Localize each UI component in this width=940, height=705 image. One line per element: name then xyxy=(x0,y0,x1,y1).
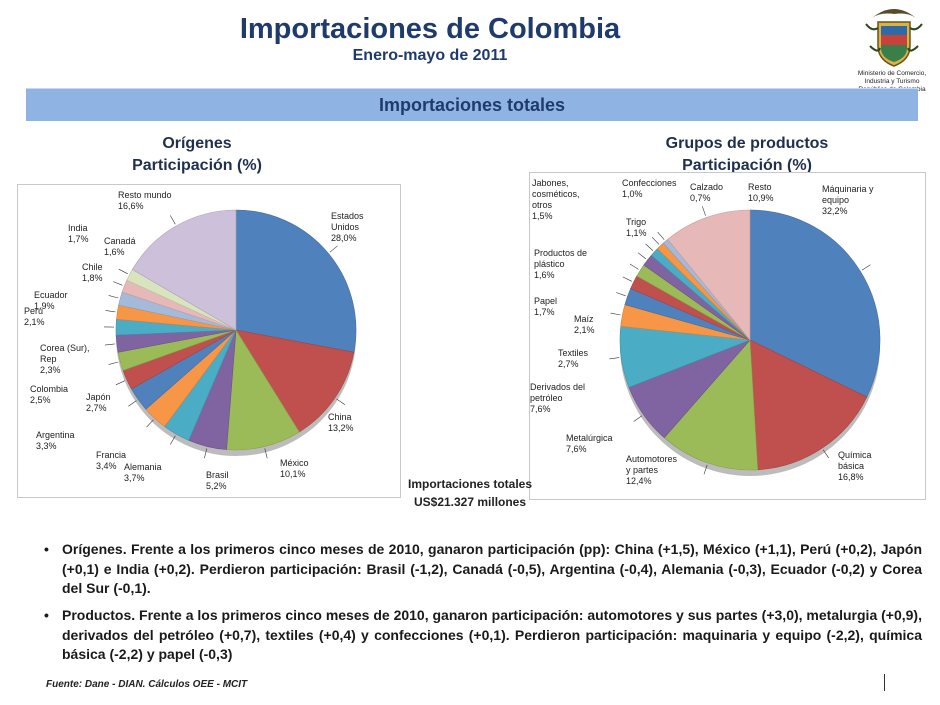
bullet-dot: • xyxy=(44,607,49,623)
producto-label-trigo: Trigo 1,1% xyxy=(626,217,647,238)
pie1-title: Orígenes Participación (%) xyxy=(97,133,297,177)
producto-leader-confecciones xyxy=(651,236,660,245)
origen-leader-estados-unidos xyxy=(329,245,338,253)
pie2-title-line1: Grupos de productos xyxy=(665,135,829,152)
producto-leader-calzado xyxy=(657,231,665,240)
source-note: Fuente: Dane - DIAN. Cálculos OEE - MCIT xyxy=(46,679,248,690)
origen-label-chile: Chile 1,8% xyxy=(82,262,103,283)
origen-slice-estados-unidos xyxy=(235,209,357,353)
total-label: Importaciones totales xyxy=(407,477,533,491)
origen-leader-canada xyxy=(118,268,128,275)
producto-leader-quimica-basica xyxy=(822,449,830,459)
origen-leader-china xyxy=(336,398,346,405)
origen-slice-mexico xyxy=(226,329,300,451)
pie1-title-line1: Orígenes xyxy=(162,135,232,152)
origen-leader-resto-mundo xyxy=(170,215,176,225)
pie1-title-line2: Participación (%) xyxy=(132,157,262,174)
ministry-line-2: Industria y Turismo xyxy=(864,78,920,85)
origen-label-india: India 1,7% xyxy=(68,223,89,244)
producto-slice-quimica-basica xyxy=(749,339,868,471)
producto-slice-resto xyxy=(667,209,751,341)
page-title: Importaciones de Colombia xyxy=(239,13,621,45)
page-subtitle: Enero-mayo de 2011 xyxy=(352,47,508,64)
producto-leader-productos-de-plastico xyxy=(629,263,639,270)
coat-of-arms-logo xyxy=(865,9,923,67)
bullet-origins-text: Orígenes. Frente a los primeros cinco me… xyxy=(62,541,922,596)
section-bar-label: Importaciones totales xyxy=(378,95,566,115)
producto-leader-metalurgica xyxy=(633,415,643,422)
producto-leader-resto xyxy=(702,206,706,216)
producto-leader-derivados-del-petroleo xyxy=(609,357,620,360)
producto-slice-automotores-y-partes xyxy=(663,339,759,471)
bullet-origins: • Orígenes. Frente a los primeros cinco … xyxy=(44,540,922,599)
pie2-title: Grupos de productos Participación (%) xyxy=(627,133,867,177)
producto-leader-papel xyxy=(622,276,632,282)
producto-leader-jabones-cosmeticos-otros xyxy=(637,252,647,260)
producto-leader-textiles xyxy=(610,312,621,316)
producto-leader-maiz xyxy=(616,292,626,297)
origen-label-resto-mundo: Resto mundo 16,6% xyxy=(118,190,172,211)
origen-slice-china xyxy=(235,329,355,433)
origen-leader-india xyxy=(113,281,123,286)
origen-leader-argentina xyxy=(128,400,137,407)
producto-label-derivados-del-petroleo: Derivados del petróleo 7,6% xyxy=(530,382,585,414)
origen-slice-resto-mundo xyxy=(131,209,237,331)
origen-leader-chile xyxy=(108,295,119,299)
total-value: US$21.327 millones xyxy=(413,495,527,509)
ministry-line-1: Ministerio de Comercio, xyxy=(857,70,927,77)
origen-leader-japon xyxy=(115,380,126,386)
origen-label-corea-sur-rep: Corea (Sur), Rep 2,3% xyxy=(40,343,90,375)
producto-label-resto: Resto 10,9% xyxy=(748,182,774,203)
bullet-products: • Productos. Frente a los primeros cinco… xyxy=(44,606,922,665)
origen-leader-francia xyxy=(146,419,154,428)
origen-label-brasil: Brasil 5,2% xyxy=(206,470,229,491)
origen-leader-ecuador xyxy=(105,310,116,313)
producto-label-textiles: Textiles 2,7% xyxy=(558,348,589,369)
producto-label-papel: Papel 1,7% xyxy=(534,296,557,317)
producto-label-automotores-y-partes: Automotores y partes 12,4% xyxy=(626,454,678,486)
section-bar: Importaciones totales xyxy=(26,88,918,121)
bullet-products-text: Productos. Frente a los primeros cinco m… xyxy=(62,607,922,662)
bullet-dot: • xyxy=(44,541,49,557)
producto-label-confecciones: Confecciones 1,0% xyxy=(622,178,677,199)
pie2-title-line2: Participación (%) xyxy=(682,157,812,174)
origen-label-mexico: México 10,1% xyxy=(280,458,309,479)
origen-label-peru: Perú 2,1% xyxy=(24,306,45,327)
producto-label-maiz: Maíz 2,1% xyxy=(574,314,595,335)
origen-leader-brasil xyxy=(204,448,208,459)
producto-leader-maquinaria-y-equipo xyxy=(861,264,871,271)
origen-label-francia: Francia 3,4% xyxy=(96,450,126,471)
producto-label-productos-de-plastico: Productos de plástico 1,6% xyxy=(534,248,587,280)
producto-leader-trigo xyxy=(645,243,654,251)
origen-label-alemania: Alemania 3,7% xyxy=(124,462,162,483)
origen-label-china: China 13,2% xyxy=(328,412,354,433)
producto-label-quimica-basica: Química básica 16,8% xyxy=(838,450,872,482)
origen-label-canada: Canadá 1,6% xyxy=(104,236,136,257)
producto-slice-maquinaria-y-equipo xyxy=(749,209,881,398)
producto-label-calzado: Calzado 0,7% xyxy=(690,182,723,203)
origen-label-estados-unidos: Estados Unidos 28,0% xyxy=(331,211,364,243)
origen-leader-mexico xyxy=(264,448,268,459)
origen-leader-colombia xyxy=(108,361,119,365)
origen-label-colombia: Colombia 2,5% xyxy=(30,384,68,405)
origen-label-japon: Japón 2,7% xyxy=(86,392,111,413)
producto-label-jabones-cosmeticos-otros: Jabones, cosméticos, otros 1,5% xyxy=(532,178,580,221)
origen-label-argentina: Argentina 3,3% xyxy=(36,430,75,451)
origen-leader-alemania xyxy=(170,435,176,445)
divider xyxy=(884,674,885,691)
origen-leader-corea-sur-rep xyxy=(104,343,115,346)
producto-label-maquinaria-y-equipo: Máquinaria y equipo 32,2% xyxy=(822,184,874,216)
producto-leader-automotores-y-partes xyxy=(703,464,708,475)
origen-label-ecuador: Ecuador 1,9% xyxy=(34,290,68,311)
producto-label-metalurgica: Metalúrgica 7,6% xyxy=(566,433,613,454)
